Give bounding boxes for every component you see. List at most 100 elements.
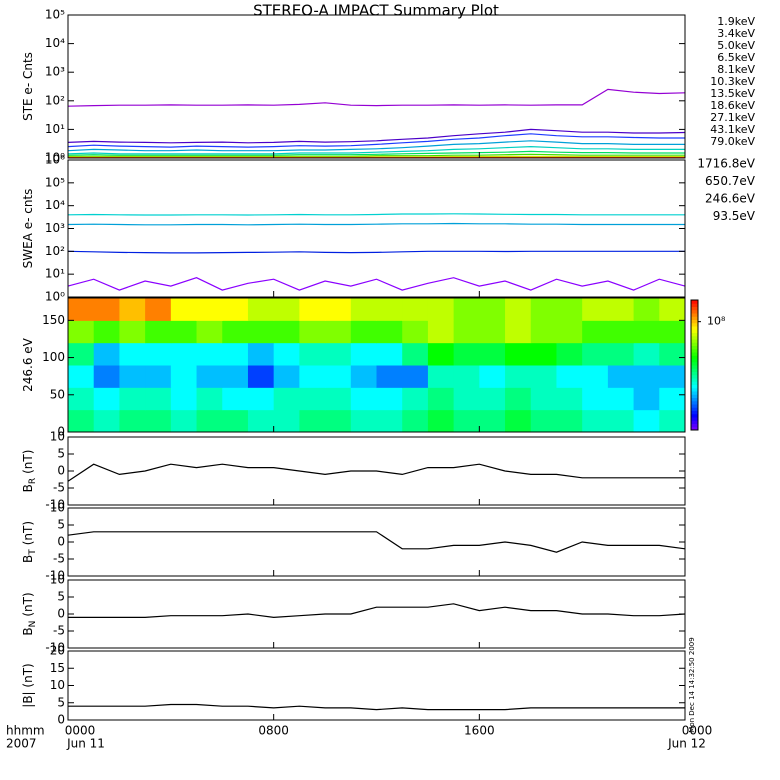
colorbar-frame	[690, 299, 699, 431]
colorbar-segment	[691, 352, 698, 356]
y-tick-label: 5	[57, 590, 65, 604]
colorbar-segment	[691, 426, 698, 431]
panel-frame	[67, 297, 686, 433]
spectrogram-cell	[479, 298, 506, 321]
y-axis-label-text: B	[21, 555, 35, 563]
spectrogram-cell	[530, 320, 557, 344]
spectrogram-cell	[68, 409, 95, 433]
colorbar-segment	[691, 387, 698, 392]
x-axis-left-label: hhmm	[6, 724, 45, 738]
spectrogram-cell	[68, 320, 95, 344]
y-axis-label: |B| (nT)	[21, 663, 35, 707]
y-tick-label: 5	[57, 447, 65, 461]
spectrogram-cell	[659, 298, 686, 321]
spectrogram-cell	[556, 365, 583, 388]
colorbar-segment	[691, 332, 698, 337]
x-tick-label: 1600	[464, 724, 495, 738]
spectrogram-cell	[582, 365, 609, 388]
spectrogram-cell	[427, 298, 455, 321]
legend-entry: 79.0keV	[710, 135, 755, 148]
colorbar-tick-label: 10⁸	[707, 315, 726, 328]
spectrogram-cell	[376, 342, 403, 366]
spectrogram-cell	[376, 320, 403, 344]
spectrogram-cell	[170, 342, 198, 366]
colorbar-segment	[691, 335, 698, 340]
y-tick-label: 150	[42, 313, 65, 327]
spectrogram-cell	[196, 365, 223, 388]
spectrogram-cell	[633, 342, 660, 366]
spectrogram-cell	[556, 320, 583, 344]
spectrogram-cell	[93, 298, 120, 321]
spectrogram-cell	[633, 298, 660, 321]
spectrogram-cell	[247, 342, 275, 366]
series-line	[67, 222, 685, 226]
spectrogram-cell	[607, 365, 635, 388]
legend-entry: 246.6eV	[705, 192, 756, 206]
spectrogram-cell	[582, 387, 609, 411]
spectrogram-cell	[247, 409, 275, 433]
y-axis-label-subscript: T	[28, 549, 38, 556]
y-axis-label: SWEA e- cnts	[21, 189, 35, 269]
spectrogram-cell	[273, 320, 300, 344]
spectrogram-cell	[582, 320, 609, 344]
spectrogram-cell	[325, 320, 352, 344]
spectrogram-cell	[633, 320, 660, 344]
y-tick-label: 50	[50, 387, 65, 401]
spectrogram-cell	[222, 342, 249, 366]
spectrogram-cell	[633, 365, 660, 388]
spectrogram-cell	[479, 342, 506, 366]
spectrogram-cell	[68, 298, 95, 321]
spectrogram-cell	[659, 409, 686, 433]
y-axis-label-unit: (nT)	[21, 521, 35, 545]
y-tick-label: 10	[50, 501, 65, 515]
colorbar-segment	[691, 345, 698, 350]
spectrogram-cell	[325, 298, 352, 321]
y-axis-label-text: SWEA e- cnts	[21, 189, 35, 269]
spectrogram-cell	[376, 387, 403, 411]
colorbar-segment	[691, 316, 698, 320]
colorbar-segment	[691, 319, 698, 324]
colorbar-segment	[691, 413, 698, 418]
y-axis-label: 246.6 eV	[21, 337, 35, 392]
colorbar-segment	[691, 365, 698, 369]
spectrogram-cell	[273, 298, 300, 321]
spectrogram-cell	[196, 387, 223, 411]
spectrogram-cell	[196, 342, 223, 366]
spectrogram-cell	[479, 409, 506, 433]
spectrogram-cell	[145, 320, 172, 344]
y-tick-label: 20	[50, 644, 65, 658]
y-tick-label: 10⁴	[45, 36, 65, 50]
series-line	[67, 463, 685, 482]
spectrogram-cell	[607, 320, 635, 344]
spectrogram-cell	[427, 320, 455, 344]
spectrogram-cell	[402, 298, 429, 321]
y-tick-label: 10⁶	[45, 153, 65, 167]
spectrogram-cell	[325, 365, 352, 388]
series-line	[67, 213, 685, 216]
spectrogram-cell	[119, 320, 146, 344]
colorbar-segment	[691, 417, 698, 421]
spectrogram-cell	[93, 409, 120, 433]
legend-entry: 8.1keV	[717, 63, 755, 76]
y-tick-label: 0	[57, 535, 65, 549]
colorbar-segment	[691, 306, 698, 311]
spectrogram-cell	[582, 342, 609, 366]
x-tick-label: 0800	[258, 724, 289, 738]
spectrogram-cell	[68, 365, 95, 388]
spectrogram-cell	[247, 387, 275, 411]
spectrogram-cell	[556, 387, 583, 411]
spectrogram-cell	[350, 365, 377, 388]
spectrogram-cell	[633, 387, 660, 411]
spectrogram-cell	[556, 298, 583, 321]
colorbar-segment	[691, 394, 698, 398]
colorbar-segment	[691, 329, 698, 333]
colorbar-segment	[691, 361, 698, 366]
spectrogram-cell	[607, 387, 635, 411]
legend-entry: 650.7eV	[705, 174, 756, 188]
colorbar-segment	[691, 339, 698, 343]
spectrogram-cell	[170, 320, 198, 344]
y-tick-label: 10	[50, 573, 65, 587]
series-line	[67, 531, 686, 553]
y-tick-label: 10³	[45, 221, 65, 235]
